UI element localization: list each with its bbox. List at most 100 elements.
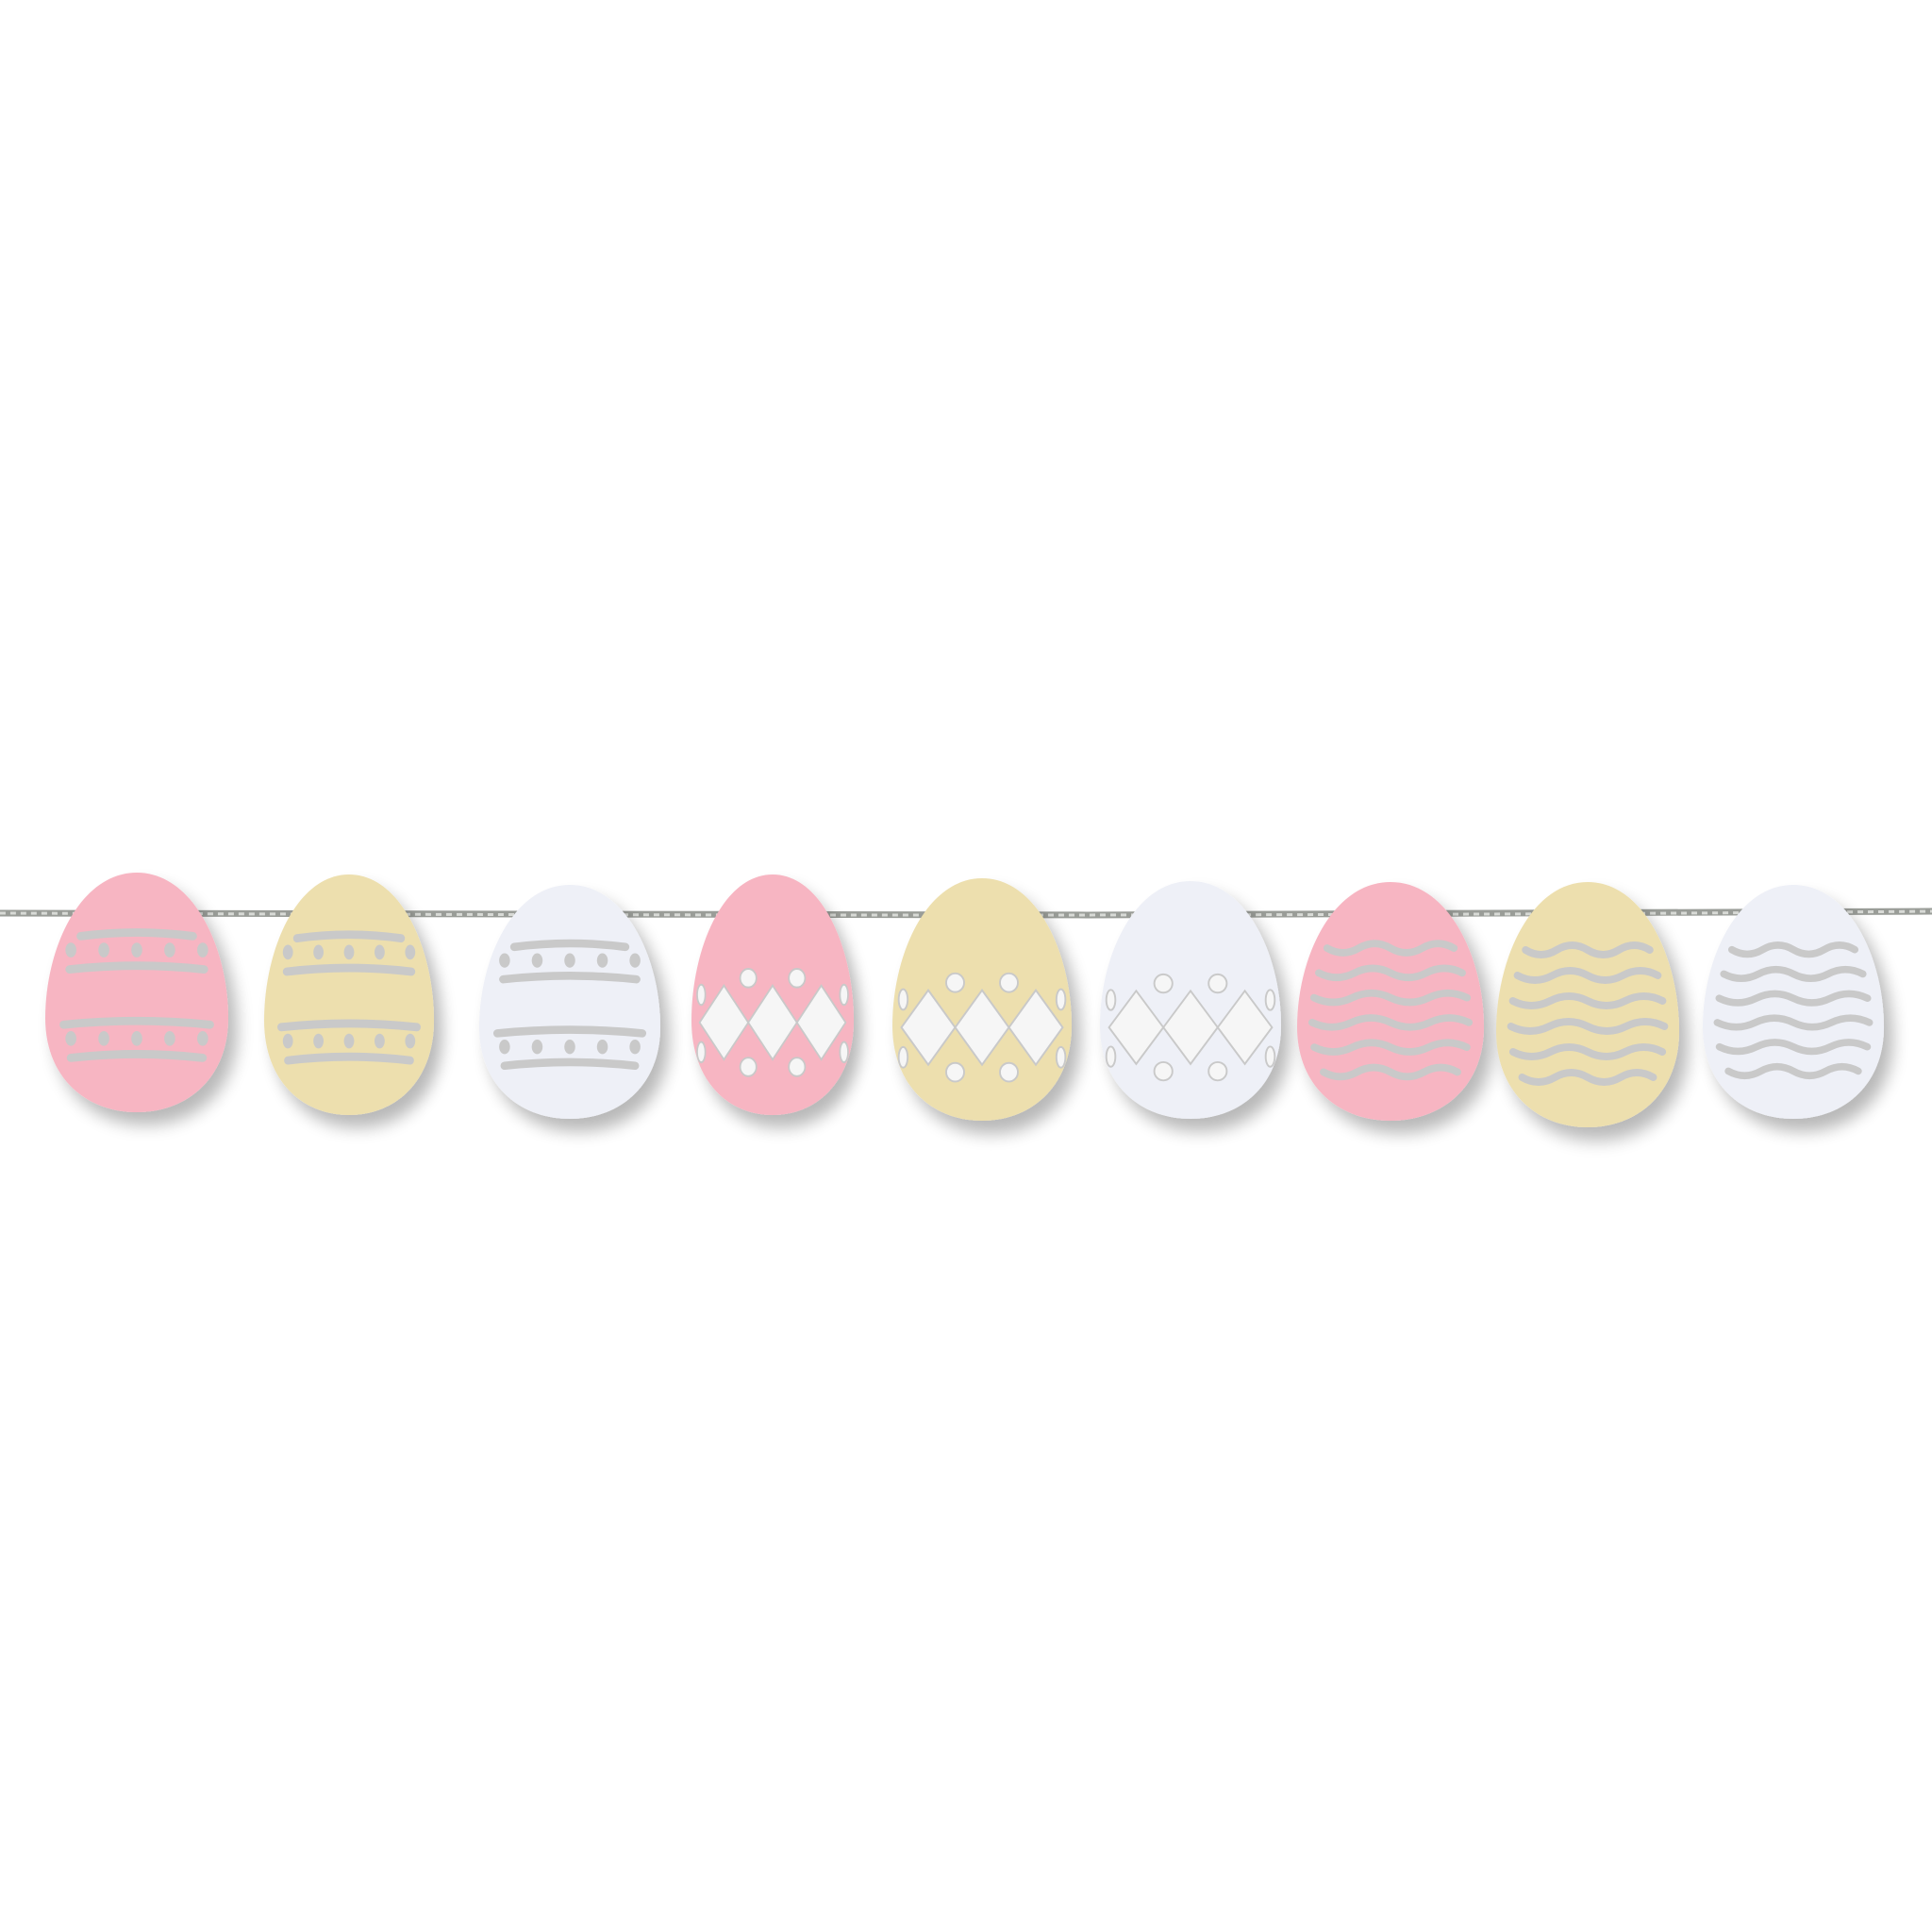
band-cutout xyxy=(277,1019,421,1032)
band-cutout xyxy=(492,1025,647,1038)
dot-cutout xyxy=(98,1031,109,1046)
wave-cutout xyxy=(1323,940,1458,957)
dot-cutout xyxy=(65,942,76,958)
band-cutout xyxy=(59,1016,214,1029)
edge-cutout xyxy=(1105,989,1117,1011)
circle-cutout xyxy=(1208,1060,1228,1082)
dot-cutout xyxy=(629,953,641,968)
diamond-cutout xyxy=(1008,988,1064,1067)
dot-cutout xyxy=(164,942,175,958)
circle-cutout xyxy=(1153,1060,1174,1082)
dot-cutout xyxy=(531,953,543,968)
wave-cutout xyxy=(1518,1069,1657,1086)
dot-cutout xyxy=(564,1040,575,1055)
wave-cutout xyxy=(1507,1018,1669,1035)
dot-cutout xyxy=(343,944,355,960)
egg-ornament xyxy=(44,873,228,1112)
dot-cutout xyxy=(531,1040,543,1055)
dot-cutout xyxy=(313,944,324,960)
wave-cutout xyxy=(1508,992,1667,1009)
egg-ornament xyxy=(1100,881,1281,1119)
band-cutout xyxy=(284,1052,414,1065)
diamond-cutout xyxy=(1216,989,1274,1066)
wave-cutout xyxy=(1724,1062,1862,1080)
wave-cutout xyxy=(1715,990,1872,1007)
diamond-cutout xyxy=(954,988,1010,1067)
circle-cutout xyxy=(999,972,1019,993)
band-cutout xyxy=(76,928,197,941)
dot-cutout xyxy=(405,1033,416,1049)
band-cutout xyxy=(509,939,630,952)
dot-cutout xyxy=(343,1033,355,1049)
dot-cutout xyxy=(131,942,142,958)
edge-cutout xyxy=(1264,989,1276,1011)
egg-ornament xyxy=(1496,882,1679,1127)
wave-cutout xyxy=(1309,989,1472,1007)
band-cutout xyxy=(282,963,416,976)
dot-cutout xyxy=(65,1031,76,1046)
dot-cutout xyxy=(596,1040,608,1055)
egg-ornament xyxy=(264,874,434,1115)
dot-cutout xyxy=(164,1031,175,1046)
band-cutout xyxy=(292,930,406,943)
circle-cutout xyxy=(739,968,758,989)
circle-cutout xyxy=(945,972,965,993)
dot-cutout xyxy=(499,953,510,968)
dot-cutout xyxy=(197,1031,208,1046)
diamond-cutout xyxy=(747,984,798,1061)
wave-cutout xyxy=(1508,1043,1667,1060)
egg-ornament xyxy=(1703,885,1884,1119)
wave-cutout xyxy=(1315,964,1466,982)
circle-cutout xyxy=(999,1061,1019,1083)
dot-cutout xyxy=(313,1033,324,1049)
wave-cutout xyxy=(1713,1014,1874,1031)
dot-cutout xyxy=(98,942,109,958)
wave-cutout xyxy=(1307,1014,1474,1031)
wave-cutout xyxy=(1513,967,1662,984)
dot-cutout xyxy=(282,1033,293,1049)
circle-cutout xyxy=(739,1057,758,1077)
wave-cutout xyxy=(1522,941,1654,958)
egg-ornament xyxy=(892,878,1072,1121)
edge-cutout xyxy=(696,983,707,1007)
circle-cutout xyxy=(788,1057,807,1077)
edge-cutout xyxy=(897,988,909,1011)
wave-cutout xyxy=(1320,1063,1461,1081)
diamond-cutout xyxy=(795,984,847,1061)
circle-cutout xyxy=(945,1061,965,1083)
egg-ornament xyxy=(479,885,660,1119)
circle-cutout xyxy=(1153,973,1174,994)
dot-cutout xyxy=(375,944,385,960)
wave-cutout xyxy=(1727,941,1859,958)
dot-cutout xyxy=(564,953,575,968)
diamond-cutout xyxy=(1161,989,1220,1066)
band-cutout xyxy=(66,1050,208,1062)
dot-cutout xyxy=(405,944,416,960)
diamond-cutout xyxy=(698,984,750,1061)
edge-cutout xyxy=(1055,988,1067,1011)
edge-cutout xyxy=(897,1045,909,1069)
wave-cutout xyxy=(1310,1039,1471,1056)
edge-cutout xyxy=(839,1041,849,1064)
dot-cutout xyxy=(282,944,293,960)
dot-cutout xyxy=(197,942,208,958)
diamond-cutout xyxy=(900,988,957,1067)
wave-cutout xyxy=(1715,1039,1872,1056)
band-cutout xyxy=(65,961,208,974)
edge-cutout xyxy=(1105,1045,1117,1068)
dot-cutout xyxy=(629,1040,641,1055)
wave-cutout xyxy=(1720,965,1867,983)
egg-ornament xyxy=(1297,882,1484,1121)
band-cutout xyxy=(500,1058,640,1071)
band-cutout xyxy=(499,972,641,984)
circle-cutout xyxy=(1208,973,1228,994)
dot-cutout xyxy=(131,1031,142,1046)
dot-cutout xyxy=(375,1033,385,1049)
egg-ornament xyxy=(691,874,854,1115)
diamond-cutout xyxy=(1108,989,1165,1066)
edge-cutout xyxy=(839,983,849,1007)
edge-cutout xyxy=(1055,1045,1067,1069)
circle-cutout xyxy=(788,968,807,989)
dot-cutout xyxy=(499,1040,510,1055)
